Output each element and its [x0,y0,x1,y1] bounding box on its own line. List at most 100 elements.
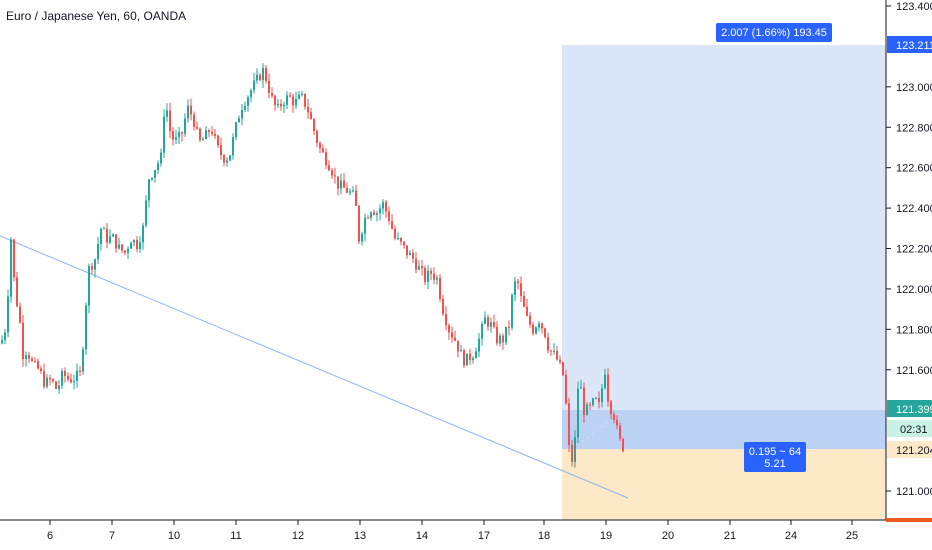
candle-body [337,176,339,189]
candle-body [319,143,321,149]
candle-body [223,155,225,163]
stop-loss-zone[interactable] [562,449,886,520]
candle-body [580,387,582,389]
candle-body [550,350,552,352]
candle-body [256,74,258,81]
candle-body [607,374,609,402]
candle-body [397,238,399,240]
candle-body [226,160,228,163]
candle-body [10,239,12,297]
candle-body [430,270,432,274]
price-axis[interactable]: 123.400 123.000 122.800 122.600 122.400 122.2… [886,1,932,498]
candle-body [610,401,612,415]
candle-body [148,179,150,201]
candle-body [127,248,129,253]
candle-body [202,139,204,141]
candle-body [271,92,273,96]
candle-body [184,118,186,134]
candle-body [358,205,360,242]
candle-body [463,350,465,366]
price-tick-label: 121.600 [896,365,932,377]
candle-body [529,315,531,325]
candle-body [466,353,468,366]
candle-body [493,322,495,327]
candle-body [583,387,585,416]
candle-body [76,370,78,381]
candle-body [40,368,42,372]
candle-body [322,148,324,153]
candle-body [526,306,528,316]
candle-body [217,135,219,146]
candle-body [547,337,549,351]
candle-body [442,298,444,315]
candle-body [499,335,501,344]
trendline[interactable] [0,235,629,499]
time-tick-label: 24 [785,530,797,542]
candle-body [88,265,90,306]
candle-body [448,325,450,333]
candle-body [253,80,255,91]
stop-label-line1: 0.195 ~ 64 [749,446,801,458]
time-tick-label: 25 [846,530,858,542]
stop-label-badge[interactable]: 0.195 ~ 64 5.21 [744,442,806,472]
candle-body [568,403,570,446]
candle-body [301,93,303,95]
candle-body [394,228,396,239]
candle-body [136,239,138,250]
candle-body [349,191,351,193]
candle-body [238,118,240,123]
candle-body [304,93,306,107]
candle-body [487,317,489,327]
candle-body [316,131,318,144]
time-axis[interactable]: 6 7 10 11 12 13 14 17 18 19 20 21 24 25 [47,520,858,542]
candle-body [199,128,201,141]
candle-body [562,362,564,376]
candle-body [64,370,66,376]
candle-body [118,244,120,249]
candle-body [445,314,447,326]
bar-marker [886,518,932,522]
profit-target-zone[interactable] [562,45,886,410]
time-tick-label: 10 [168,530,180,542]
time-tick-label: 6 [47,530,53,542]
target-price-tag: 123.211 [887,36,932,53]
candle-body [427,270,429,283]
candle-body [151,177,153,180]
candle-body [277,103,279,106]
candle-body [412,252,414,259]
candle-body [595,397,597,399]
candle-body [523,295,525,307]
candle-body [85,305,87,350]
candle-body [31,358,33,361]
candle-body [340,180,342,189]
candle-body [406,245,408,256]
target-label-badge[interactable]: 2.007 (1.66%) 193.45 [716,23,832,42]
candle-body [601,388,603,402]
candle-body [574,437,576,462]
candle-body [175,137,177,140]
candle-body [391,221,393,229]
candle-body [295,98,297,106]
candle-body [577,388,579,438]
candle-body [388,211,390,222]
candle-body [328,165,330,171]
candle-body [481,323,483,339]
candle-body [496,326,498,344]
price-tick-label: 121.000 [896,486,932,498]
entry-zone[interactable] [562,410,886,449]
candle-body [469,353,471,360]
candle-body [205,130,207,140]
candle-body [37,361,39,369]
stop-label-line2: 5.21 [764,458,785,470]
candle-body [232,137,234,156]
candle-body [94,259,96,270]
candle-body [376,213,378,215]
candle-body [229,155,231,161]
candle-body [373,212,375,215]
candle-body [169,110,171,132]
candle-body [244,106,246,110]
candlestick-series [1,63,624,468]
candle-body [424,268,426,283]
countdown-text: 02:31 [900,424,928,436]
